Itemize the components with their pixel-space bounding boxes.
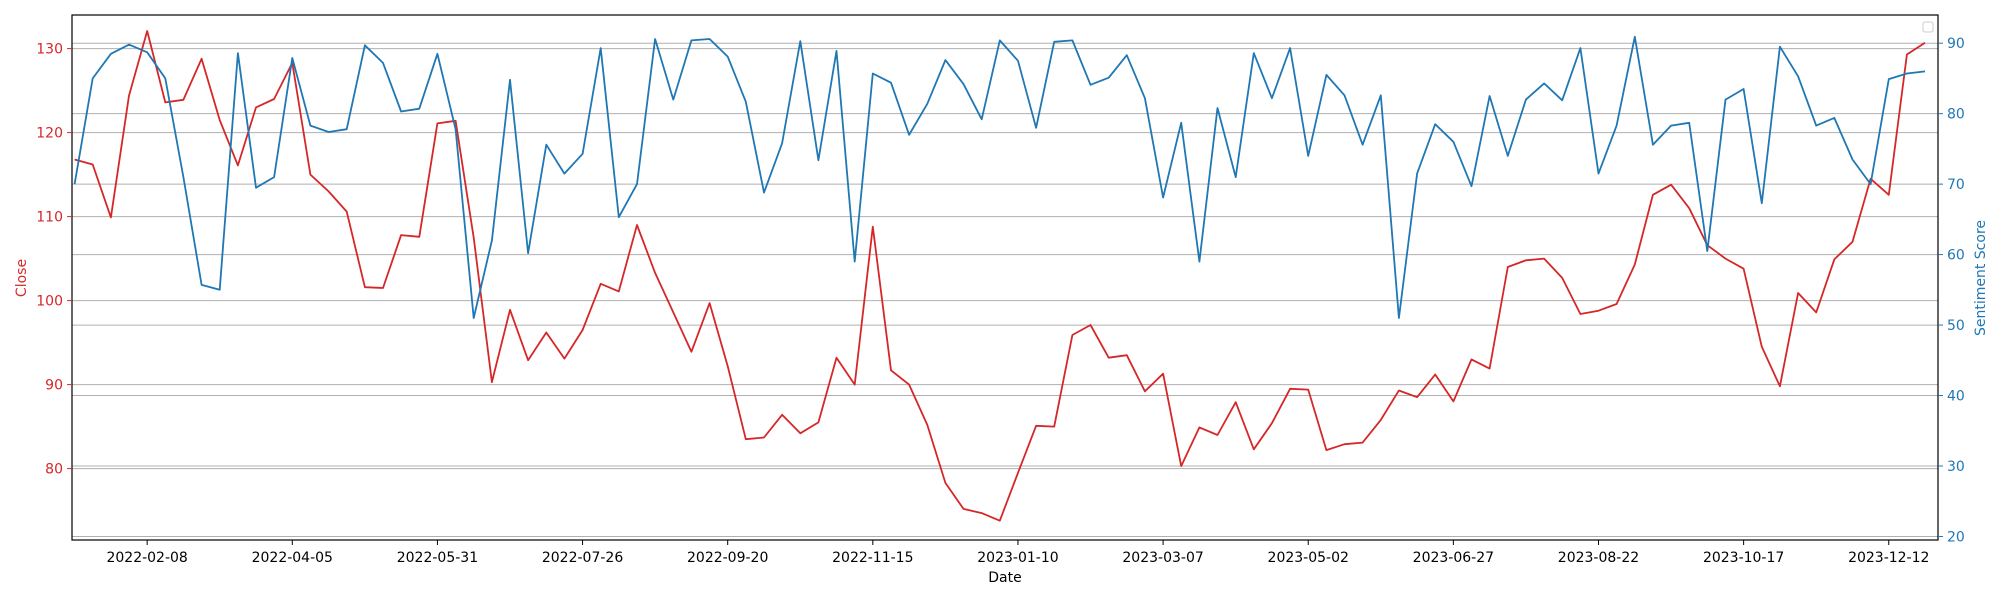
series-lines	[73, 30, 1926, 522]
left-y-tick-label: 90	[45, 378, 63, 394]
left-y-axis-title: Close	[14, 259, 30, 297]
x-tick-label: 2023-08-22	[1558, 550, 1639, 566]
x-tick-label: 2022-07-26	[542, 550, 623, 566]
right-y-tick-label: 30	[1947, 459, 1965, 475]
grid-lines	[72, 42, 1938, 537]
right-y-tick-label: 60	[1947, 248, 1965, 264]
right-y-tick-label: 90	[1947, 36, 1965, 52]
x-tick-label: 2022-02-08	[106, 550, 187, 566]
x-tick-label: 2023-01-10	[977, 550, 1058, 566]
plot-frame	[71, 14, 1939, 541]
x-tick-label: 2023-03-07	[1122, 550, 1203, 566]
right-y-tick-label: 40	[1947, 389, 1965, 405]
x-tick-label: 2023-05-02	[1268, 550, 1349, 566]
left-y-axis-ticks: 80 90 100 110 120 130	[36, 42, 72, 478]
x-tick-label: 2022-05-31	[397, 550, 478, 566]
x-tick-label: 2022-09-20	[687, 550, 768, 566]
right-y-axis-title: Sentiment Score	[1973, 220, 1989, 336]
left-y-tick-label: 110	[36, 210, 63, 226]
left-y-tick-label: 130	[36, 42, 63, 58]
left-y-tick-label: 100	[36, 294, 63, 310]
left-y-tick-label: 120	[36, 126, 63, 142]
legend-box	[1922, 21, 1934, 33]
right-y-tick-label: 80	[1947, 107, 1965, 123]
close-series-line	[74, 30, 1926, 522]
x-tick-label: 2023-10-17	[1703, 550, 1784, 566]
left-y-tick-label: 80	[45, 462, 63, 478]
right-y-axis-ticks: 20 30 40 50 60 70 80 90	[1938, 36, 1965, 545]
x-tick-label: 2023-12-12	[1848, 550, 1929, 566]
right-y-tick-label: 70	[1947, 177, 1965, 193]
x-axis-ticks: 2022-02-08 2022-04-05 2022-05-31 2022-07-26…	[106, 540, 1929, 566]
x-tick-label: 2022-11-15	[832, 550, 913, 566]
right-y-tick-label: 20	[1947, 529, 1965, 545]
right-y-tick-label: 50	[1947, 318, 1965, 334]
x-tick-label: 2023-06-27	[1413, 550, 1494, 566]
x-axis-title: Date	[988, 570, 1021, 586]
sentiment-series-line	[73, 35, 1926, 319]
x-tick-label: 2022-04-05	[252, 550, 333, 566]
